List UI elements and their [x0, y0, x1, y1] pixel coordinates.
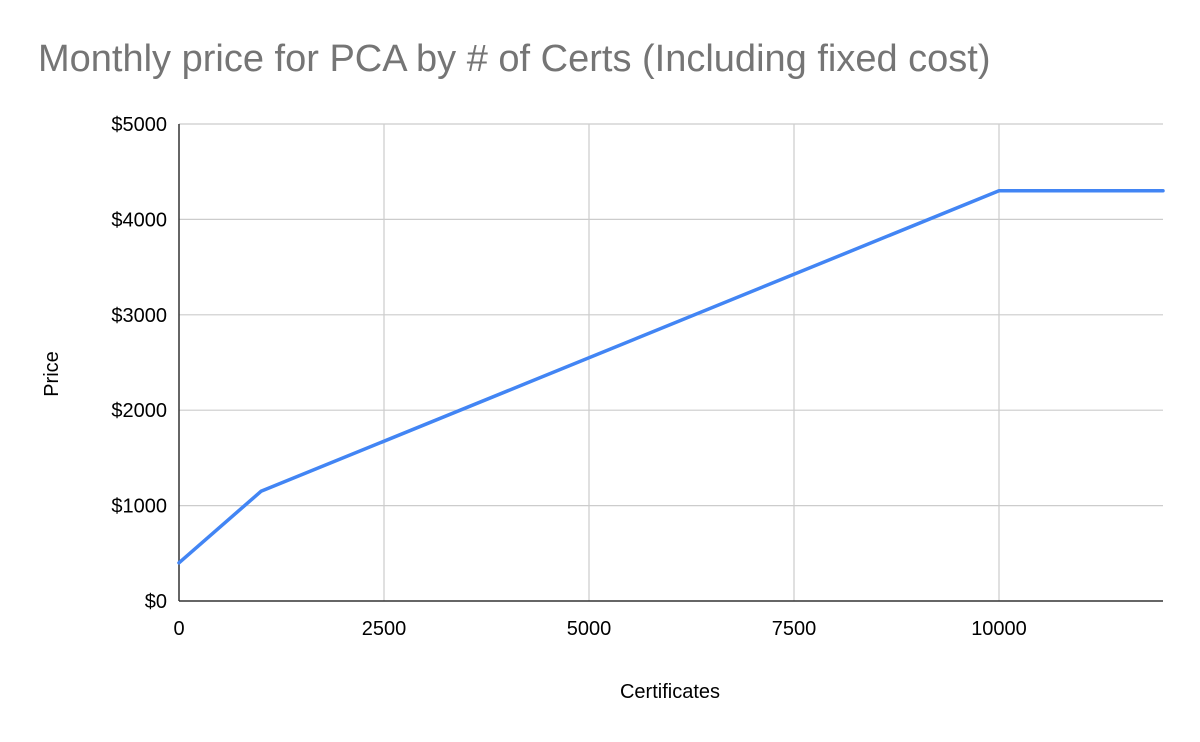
x-tick-label: 5000	[567, 618, 612, 640]
y-tick-label: $4000	[111, 209, 167, 231]
x-axis-title: Certificates	[620, 681, 720, 703]
y-tick-label: $0	[145, 591, 167, 613]
x-tick-labels: 0 2500 5000 7500 10000	[173, 618, 1026, 640]
axes	[178, 124, 1163, 602]
x-tick-label: 7500	[772, 618, 817, 640]
y-axis-title: Price	[41, 351, 63, 397]
series-line	[177, 189, 1165, 565]
y-tick-label: $5000	[111, 114, 167, 136]
x-tick-label: 10000	[971, 618, 1027, 640]
y-tick-label: $3000	[111, 305, 167, 327]
y-tick-labels: $0 $1000 $2000 $3000 $4000 $5000	[111, 114, 167, 613]
y-tick-label: $1000	[111, 496, 167, 518]
grid-lines	[179, 123, 1163, 601]
x-tick-label: 2500	[362, 618, 407, 640]
y-tick-label: $2000	[111, 400, 167, 422]
series	[177, 189, 1165, 565]
chart-title: Monthly price for PCA by # of Certs (Inc…	[38, 38, 991, 80]
x-tick-label: 0	[173, 618, 184, 640]
